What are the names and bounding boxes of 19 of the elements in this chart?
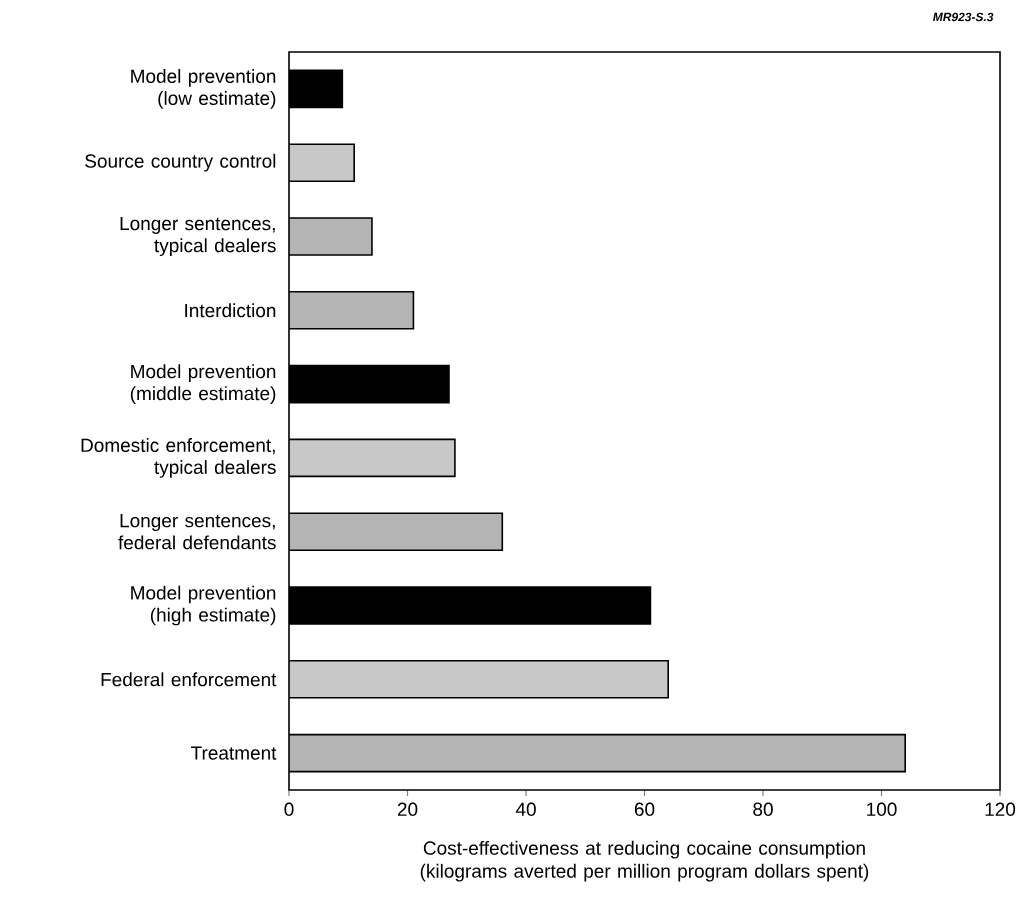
y-tick-label: Model prevention (low estimate) xyxy=(131,69,276,109)
y-tick-label: Interdiction xyxy=(185,303,276,318)
x-tick-label: 120 xyxy=(985,802,1016,816)
x-tick-label: 0 xyxy=(284,802,294,816)
y-tick-label: Longer sentences, federal defendants xyxy=(118,514,276,550)
y-tick-label: Longer sentences, typical dealers xyxy=(120,216,276,256)
y-tick-label: Domestic enforcement, typical dealers xyxy=(81,438,276,478)
x-axis-title: Cost-effectiveness at reducing cocaine consumption (kilograms averted per million program dollars spent) xyxy=(420,840,869,882)
x-tick-label: 20 xyxy=(397,802,418,816)
x-tick-label: 40 xyxy=(515,802,536,816)
x-tick-label: 60 xyxy=(634,802,655,816)
y-tick-label: Model prevention (middle estimate) xyxy=(130,364,276,404)
y-tick-label: Treatment xyxy=(191,746,277,760)
y-tick-label: Model prevention (high estimate) xyxy=(131,585,276,626)
x-tick-label: 80 xyxy=(753,802,773,816)
text: MR923-S.3 xyxy=(933,12,994,22)
x-tick-label: 100 xyxy=(867,802,897,816)
y-tick-label: Federal enforcement xyxy=(101,672,277,687)
y-tick-label: Source country control xyxy=(85,153,276,172)
